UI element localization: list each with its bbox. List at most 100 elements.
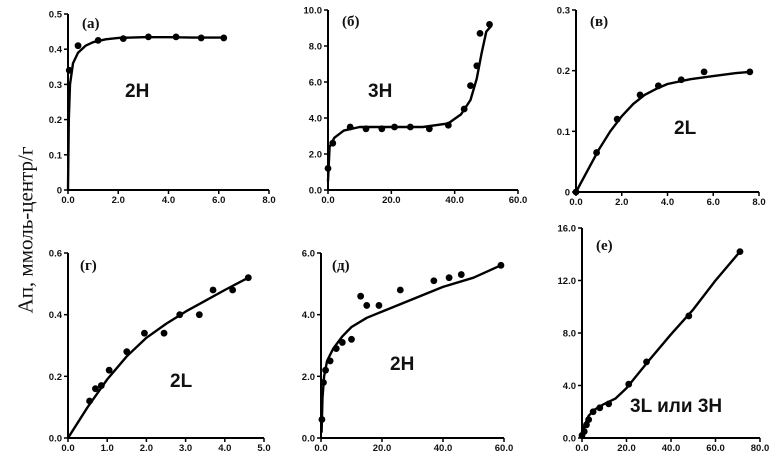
- fit-curve: [320, 264, 503, 433]
- x-tick-label: 20.0: [382, 195, 401, 206]
- x-tick-label: 0.0: [321, 195, 334, 206]
- x-tick-label: 20.0: [373, 443, 392, 454]
- y-tick-label: 8.0: [563, 329, 576, 340]
- fit-curve: [66, 276, 250, 440]
- x-tick-label: 60.0: [495, 443, 514, 454]
- panel-label: (г): [80, 258, 97, 274]
- y-tick-label: 0: [57, 186, 62, 197]
- data-point: [195, 311, 203, 319]
- y-tick-label: 6.0: [309, 78, 322, 89]
- data-point: [119, 35, 127, 43]
- data-point: [685, 312, 693, 320]
- x-tick-label: 2.0: [140, 443, 153, 454]
- fit-curve: [66, 36, 225, 192]
- panel-label: (д): [332, 258, 350, 274]
- data-point: [74, 42, 82, 50]
- data-point: [497, 261, 505, 269]
- data-point: [357, 292, 365, 300]
- data-point: [467, 82, 474, 89]
- data-point: [596, 404, 604, 412]
- data-point: [636, 91, 644, 99]
- curve-label: 2H: [390, 354, 414, 375]
- data-point: [593, 149, 600, 156]
- x-tick-label: 40.0: [434, 443, 453, 454]
- fit-curve: [574, 70, 752, 194]
- data-point: [362, 125, 370, 133]
- data-point: [346, 123, 354, 131]
- data-point: [580, 428, 588, 435]
- y-tick-label: 0.1: [557, 127, 571, 138]
- y-tick-label: 0.2: [49, 115, 62, 126]
- data-point: [457, 271, 465, 278]
- y-tick-label: 4.0: [302, 310, 315, 321]
- x-tick-label: 60.0: [706, 443, 725, 454]
- data-point: [105, 366, 113, 374]
- y-tick-label: 6.0: [302, 249, 315, 260]
- curve-label: 3L или 3H: [630, 396, 722, 417]
- x-tick-label: 20.0: [617, 443, 636, 454]
- x-tick-label: 0.0: [61, 443, 74, 454]
- x-tick-label: 0.0: [569, 197, 582, 208]
- data-point: [324, 165, 332, 172]
- data-point: [589, 408, 597, 416]
- data-point: [322, 366, 329, 374]
- y-tick-label: 16.0: [558, 224, 577, 235]
- x-tick-label: 4.0: [162, 195, 175, 206]
- data-point: [378, 125, 386, 133]
- y-tick-label: 0.4: [49, 310, 63, 321]
- y-tick-label: 0.1: [49, 150, 63, 161]
- data-point: [197, 34, 205, 42]
- data-point: [476, 30, 484, 37]
- y-tick-label: 0.3: [49, 80, 62, 91]
- data-point: [486, 21, 493, 28]
- data-point: [332, 345, 340, 352]
- y-tick-label: 4.0: [563, 381, 576, 392]
- data-point: [97, 382, 105, 389]
- panel-label: (б): [342, 14, 360, 30]
- y-tick-label: 4.0: [309, 114, 322, 125]
- x-tick-label: 60.0: [509, 195, 528, 206]
- data-point: [613, 115, 621, 123]
- y-tick-label: 0.0: [563, 434, 576, 445]
- y-tick-label: 0.0: [302, 434, 315, 445]
- data-point: [320, 379, 327, 386]
- data-point: [460, 105, 468, 113]
- y-tick-label: 0.0: [49, 434, 62, 445]
- data-point: [123, 348, 131, 356]
- y-tick-label: 2.0: [309, 150, 322, 161]
- data-point: [643, 358, 650, 366]
- data-point: [86, 397, 93, 405]
- data-point: [406, 123, 414, 131]
- data-point: [94, 37, 102, 44]
- panel-label: (е): [596, 238, 613, 254]
- x-tick-label: 80.0: [751, 443, 770, 454]
- x-tick-label: 0.0: [314, 443, 327, 454]
- data-point: [172, 33, 180, 41]
- y-tick-label: 0.3: [557, 6, 570, 17]
- panel-label: (а): [82, 16, 100, 32]
- data-point: [329, 139, 337, 147]
- data-point: [425, 125, 433, 133]
- x-tick-label: 2.0: [112, 195, 125, 206]
- x-tick-label: 6.0: [707, 197, 720, 208]
- x-tick-label: 40.0: [445, 195, 464, 206]
- data-point: [244, 274, 252, 282]
- y-tick-label: 0.0: [309, 186, 322, 197]
- data-point: [700, 68, 708, 76]
- data-point: [176, 311, 184, 319]
- data-point: [583, 421, 590, 429]
- data-point: [605, 400, 613, 408]
- y-tick-label: 2.0: [302, 372, 315, 383]
- data-point: [746, 68, 754, 76]
- data-point: [145, 33, 152, 41]
- y-tick-label: 10.0: [304, 6, 323, 17]
- y-tick-label: 0.4: [49, 45, 63, 56]
- data-point: [572, 188, 580, 196]
- data-point: [391, 123, 398, 131]
- curve-label: 2H: [125, 81, 149, 102]
- panel-label: (в): [590, 14, 608, 30]
